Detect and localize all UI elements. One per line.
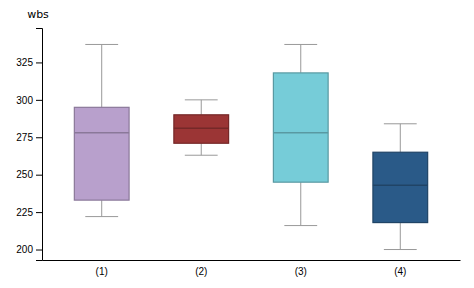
plot: 200 225 250 275 300 325 (1) (2) (3) (4) xyxy=(16,29,460,278)
x-tick: (2) xyxy=(195,260,207,277)
y-tick-label: 250 xyxy=(16,169,33,180)
x-tick-label: (3) xyxy=(295,266,307,277)
x-tick: (4) xyxy=(394,260,406,277)
y-axis-line xyxy=(36,29,43,261)
x-tick-label: (1) xyxy=(96,266,108,277)
y-tick: 225 xyxy=(16,207,42,218)
whisker-low xyxy=(300,182,301,225)
y-tick-label: 325 xyxy=(16,57,33,68)
whisker-low xyxy=(201,143,202,155)
y-axis: 200 225 250 275 300 325 xyxy=(16,29,42,261)
x-tick: (3) xyxy=(295,260,307,277)
box-group xyxy=(174,100,229,155)
box xyxy=(373,152,428,222)
x-tick-label: (4) xyxy=(394,266,406,277)
y-tick: 250 xyxy=(16,169,42,180)
x-tick-label: (2) xyxy=(195,266,207,277)
y-tick: 275 xyxy=(16,132,42,143)
box xyxy=(74,107,129,200)
whisker-cap-low xyxy=(284,225,317,226)
y-tick: 300 xyxy=(16,95,42,106)
box xyxy=(273,73,328,182)
box-group xyxy=(273,44,328,225)
whisker-high xyxy=(101,44,102,107)
x-tick: (1) xyxy=(96,260,108,277)
y-tick-mark xyxy=(36,212,42,213)
whisker-cap-low xyxy=(384,249,417,250)
y-tick-mark xyxy=(36,100,42,101)
y-tick-mark xyxy=(36,137,42,138)
y-tick-mark xyxy=(36,175,42,176)
whisker-cap-low xyxy=(185,155,218,156)
box xyxy=(174,115,229,143)
whisker-cap-low xyxy=(85,216,118,217)
whisker-cap-high xyxy=(384,123,417,124)
whisker-cap-high xyxy=(85,44,118,45)
whisker-high xyxy=(400,124,401,152)
median xyxy=(174,128,229,130)
whisker-cap-high xyxy=(185,99,218,100)
boxes xyxy=(74,44,427,249)
y-tick: 325 xyxy=(16,57,42,68)
x-axis: (1) (2) (3) (4) xyxy=(43,260,461,277)
whisker-high xyxy=(300,44,301,72)
box-group xyxy=(373,124,428,250)
median xyxy=(273,132,328,134)
y-tick-mark xyxy=(36,250,42,251)
median xyxy=(373,184,428,186)
y-tick-label: 300 xyxy=(16,95,33,106)
y-tick-label: 200 xyxy=(16,244,33,255)
chart: 200 225 250 275 300 325 (1) (2) (3) (4) wbs xyxy=(0,0,474,288)
y-tick-label: 225 xyxy=(16,207,33,218)
whisker-low xyxy=(101,200,102,216)
whisker-high xyxy=(201,100,202,115)
x-axis-line xyxy=(43,260,461,261)
whisker-low xyxy=(400,223,401,250)
median xyxy=(74,132,129,134)
whisker-cap-high xyxy=(284,44,317,45)
y-tick: 200 xyxy=(16,244,42,255)
box-group xyxy=(74,44,129,216)
y-axis-title: wbs xyxy=(27,8,49,21)
y-tick-label: 275 xyxy=(16,132,33,143)
y-tick-mark xyxy=(36,62,42,63)
